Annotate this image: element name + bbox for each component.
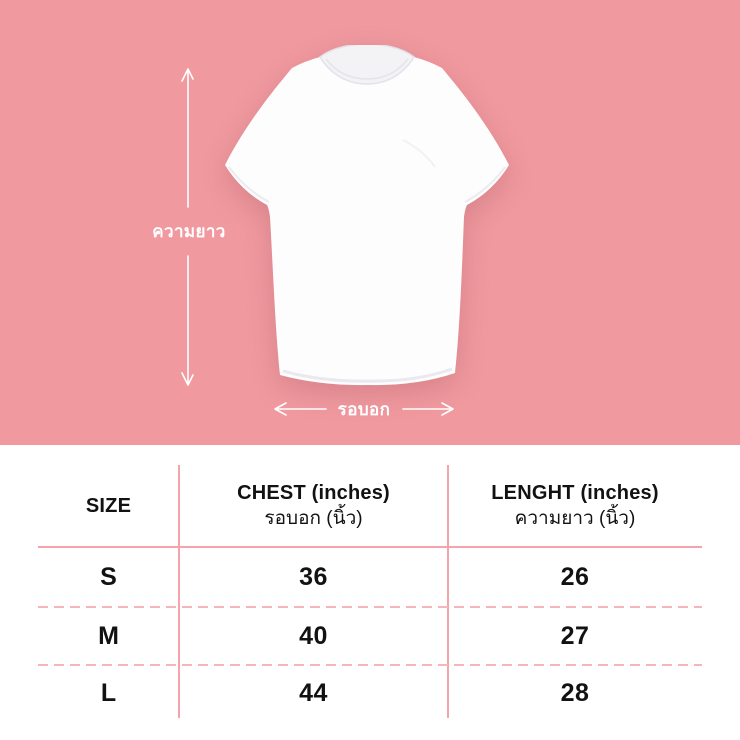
size-table-grid: SIZE CHEST (inches) รอบอก (นิ้ว) LENGHT …	[38, 465, 702, 722]
header-chest-subtitle: รอบอก (นิ้ว)	[264, 508, 363, 529]
size-label-s: S	[100, 562, 117, 591]
tshirt-illustration	[225, 45, 509, 386]
column-divider-2	[447, 465, 449, 718]
row-s-chest-cell: 36	[179, 547, 448, 607]
header-underline	[38, 546, 702, 548]
header-size: SIZE	[38, 465, 179, 547]
size-label-m: M	[98, 621, 119, 650]
row-divider-dashed-1	[38, 606, 702, 608]
header-length-subtitle: ความยาว (นิ้ว)	[514, 508, 636, 529]
chest-value-s: 36	[299, 562, 328, 591]
row-m-chest-cell: 40	[179, 607, 448, 665]
chest-value-l: 44	[299, 679, 328, 707]
row-m-size-cell: M	[38, 607, 179, 665]
header-chest: CHEST (inches) รอบอก (นิ้ว)	[179, 465, 448, 547]
size-label-l: L	[100, 679, 117, 707]
size-table: SIZE CHEST (inches) รอบอก (นิ้ว) LENGHT …	[38, 465, 702, 722]
row-l-chest-cell: 44	[179, 665, 448, 722]
row-l-length-cell: 28	[448, 665, 702, 722]
row-s-size-cell: S	[38, 547, 179, 607]
length-value-s: 26	[560, 562, 590, 591]
chest-arrow-label: รอบอก	[337, 400, 391, 419]
length-arrow-label: ความยาว	[152, 222, 226, 241]
chest-value-m: 40	[299, 621, 328, 650]
measurement-diagram-section: ความยาว รอบอก	[0, 0, 740, 445]
header-length-title: LENGHT (inches)	[491, 482, 659, 504]
row-m-length-cell: 27	[448, 607, 702, 665]
header-chest-title: CHEST (inches)	[237, 482, 390, 504]
header-length: LENGHT (inches) ความยาว (นิ้ว)	[448, 465, 702, 547]
row-divider-dashed-2	[38, 664, 702, 666]
length-value-m: 27	[560, 621, 590, 650]
header-size-title: SIZE	[85, 495, 132, 517]
column-divider-1	[178, 465, 180, 718]
row-s-length-cell: 26	[448, 547, 702, 607]
length-value-l: 28	[560, 679, 590, 707]
row-l-size-cell: L	[38, 665, 179, 722]
